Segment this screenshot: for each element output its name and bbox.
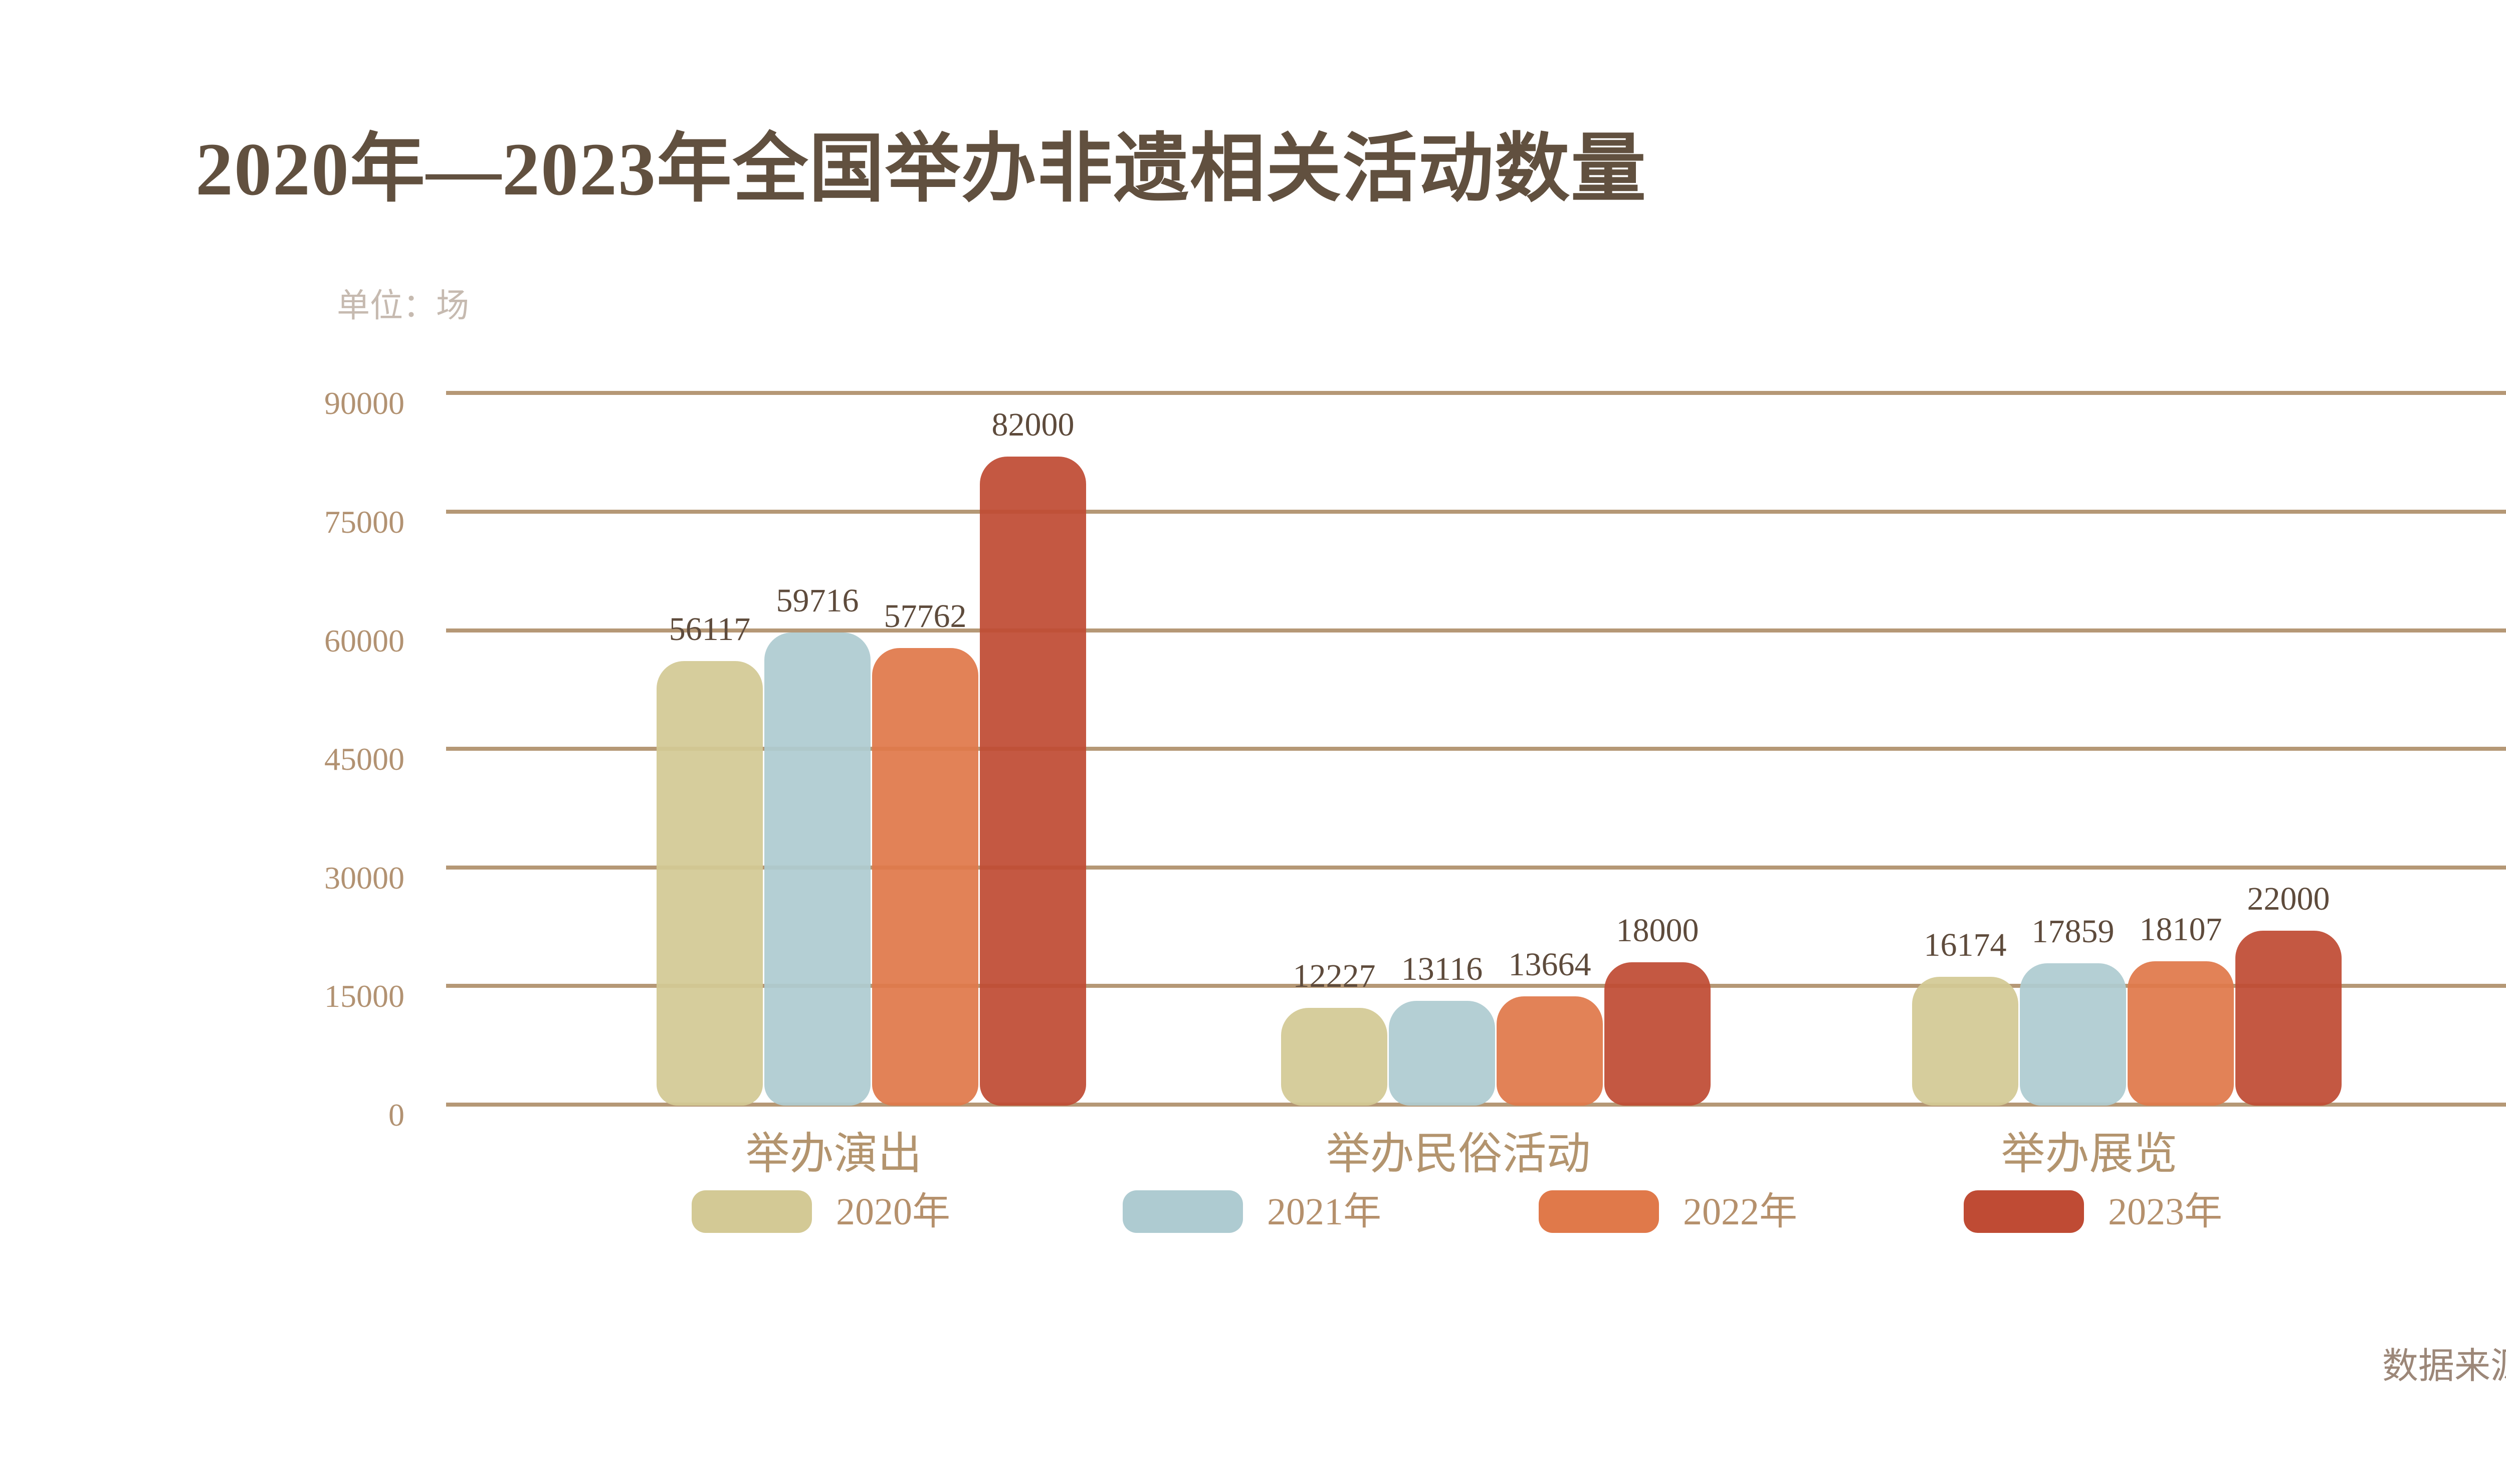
y-tick-label: 75000 [324,504,404,540]
y-tick-label: 90000 [324,385,404,421]
gridline-75000 [446,510,2506,514]
bar-2023年-举办民俗活动 [1604,962,1711,1106]
bar-value-label: 18107 [2139,911,2222,948]
bar-value-label: 59716 [776,582,859,619]
legend-swatch-2022年 [1539,1190,1659,1233]
legend-swatch-2023年 [1964,1190,2084,1233]
legend-label-2023年: 2023年 [2108,1191,2222,1233]
gridline-30000 [446,865,2506,870]
gridline-90000 [446,391,2506,395]
bar-value-label: 13116 [1401,951,1483,988]
legend-label-2021年: 2021年 [1267,1191,1381,1233]
bar-value-label: 17859 [2031,913,2115,950]
bar-value-label: 18000 [1616,912,1699,949]
legend-label-2022年: 2022年 [1683,1191,1797,1233]
bar-value-label: 57762 [884,597,967,634]
bar-value-label: 22000 [2247,880,2330,917]
bar-value-label: 56117 [669,610,751,648]
bar-2020年-举办展览 [1912,976,2018,1106]
bar-2021年-举办展览 [2020,963,2126,1106]
chart-title: 2020年—2023年全国举办非遗相关活动数量 [195,128,1647,211]
y-tick-label: 15000 [324,978,404,1014]
category-label-举办民俗活动: 举办民俗活动 [1326,1130,1591,1179]
bar-value-label: 82000 [991,406,1075,443]
bar-2022年-举办展览 [2128,961,2234,1106]
legend-label-2020年: 2020年 [836,1191,950,1233]
y-tick-label: 0 [388,1097,404,1133]
bar-2022年-举办民俗活动 [1497,996,1603,1106]
bar-2021年-举办民俗活动 [1389,1001,1495,1106]
category-label-举办展览: 举办展览 [2001,1130,2178,1179]
y-tick-label: 60000 [324,622,404,659]
bar-value-label: 16174 [1924,926,2007,963]
y-tick-label: 45000 [324,741,404,777]
bar-2020年-举办演出 [657,661,763,1106]
y-tick-label: 30000 [324,860,404,896]
gridline-60000 [446,628,2506,632]
data-source: 数据来源：中国政府网 [2382,1346,2506,1386]
unit-label: 单位：场 [337,288,469,324]
bar-2021年-举办演出 [764,632,871,1106]
legend-swatch-2021年 [1123,1190,1243,1233]
bar-2022年-举办演出 [872,648,978,1106]
bar-value-label: 13664 [1508,946,1591,983]
bar-2020年-举办民俗活动 [1281,1008,1387,1106]
bar-value-label: 12227 [1293,958,1376,995]
gridline-15000 [446,984,2506,988]
bar-2023年-举办展览 [2235,930,2342,1106]
bar-2023年-举办演出 [980,456,1086,1106]
gridline-45000 [446,747,2506,751]
legend-swatch-2020年 [692,1190,812,1233]
category-label-举办演出: 举办演出 [745,1130,922,1179]
